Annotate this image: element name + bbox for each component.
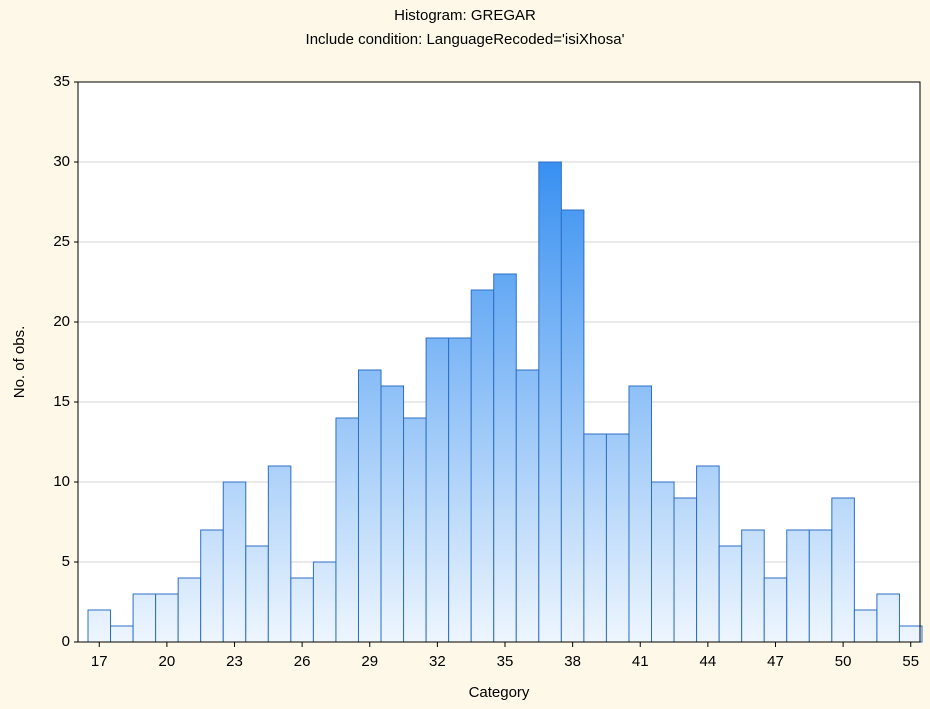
bar [515,369,540,643]
y-tick-label: 20 [53,313,70,330]
bar [853,609,878,643]
bar [786,529,810,643]
bar [245,545,269,643]
bar [380,385,405,643]
bar [493,273,517,643]
x-tick-label: 23 [226,653,243,670]
x-tick-label: 32 [429,653,446,670]
x-tick-label: 17 [91,653,108,670]
bar [155,593,179,643]
bar [605,433,630,643]
bar [741,529,765,643]
bar [808,529,833,643]
x-tick-label: 47 [767,653,784,670]
bar [222,481,247,643]
y-tick-label: 15 [53,393,70,410]
x-tick-label: 35 [497,653,514,670]
bar [718,545,743,643]
y-tick-label: 5 [62,553,70,570]
bar [132,593,157,643]
chart-subtitle: Include condition: LanguageRecoded='isiX… [306,31,625,48]
x-tick-label: 50 [835,653,852,670]
bar [425,337,450,643]
x-tick-label: 26 [294,653,311,670]
x-tick-label: 38 [564,653,581,670]
y-axis-label: No. of obs. [11,326,28,399]
bar [651,481,675,643]
x-tick-label: 55 [902,653,919,670]
bar [267,465,292,643]
bar [538,161,562,643]
bar [357,369,382,643]
bar [696,465,720,643]
bar [763,577,788,643]
bar [898,625,923,643]
bar [177,577,202,643]
y-tick-label: 25 [53,233,70,250]
y-tick-label: 35 [53,73,70,90]
bar [335,417,359,643]
x-tick-label: 20 [159,653,176,670]
bar [470,289,495,643]
bar [628,385,653,643]
plot-frame [77,81,921,643]
bar [312,561,337,643]
y-tick-label: 30 [53,153,70,170]
x-tick-label: 29 [361,653,378,670]
bar [290,577,314,643]
bar [448,337,472,643]
bar [583,433,607,643]
y-tick-label: 0 [62,633,70,650]
x-axis-label: Category [469,684,530,701]
x-tick-label: 44 [700,653,717,670]
y-tick-label: 10 [53,473,70,490]
bar [403,417,427,643]
bar [831,497,855,643]
bar [560,209,585,643]
bar [110,625,134,643]
chart-title: Histogram: GREGAR [394,7,536,24]
bar [673,497,698,643]
bar [200,529,224,643]
bar [87,609,112,643]
x-tick-label: 41 [632,653,649,670]
bar [876,593,900,643]
